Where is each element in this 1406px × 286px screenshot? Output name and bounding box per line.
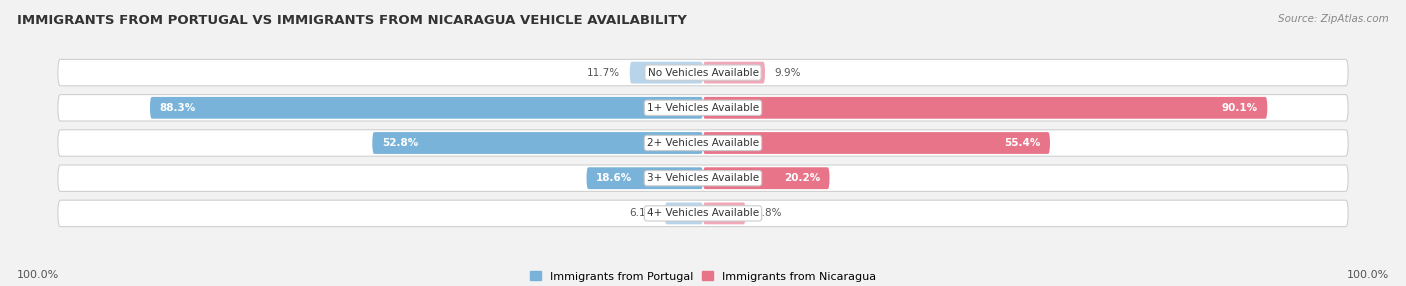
- FancyBboxPatch shape: [703, 202, 745, 224]
- Text: 6.1%: 6.1%: [628, 208, 655, 219]
- FancyBboxPatch shape: [58, 59, 1348, 86]
- Text: 4+ Vehicles Available: 4+ Vehicles Available: [647, 208, 759, 219]
- Text: 18.6%: 18.6%: [596, 173, 633, 183]
- Text: No Vehicles Available: No Vehicles Available: [648, 67, 758, 78]
- FancyBboxPatch shape: [586, 167, 703, 189]
- FancyBboxPatch shape: [703, 62, 765, 84]
- Text: 88.3%: 88.3%: [159, 103, 195, 113]
- FancyBboxPatch shape: [665, 202, 703, 224]
- Text: 11.7%: 11.7%: [588, 67, 620, 78]
- FancyBboxPatch shape: [373, 132, 703, 154]
- Text: 55.4%: 55.4%: [1004, 138, 1040, 148]
- Text: 2+ Vehicles Available: 2+ Vehicles Available: [647, 138, 759, 148]
- Text: 20.2%: 20.2%: [785, 173, 820, 183]
- Text: 100.0%: 100.0%: [1347, 270, 1389, 280]
- FancyBboxPatch shape: [58, 165, 1348, 191]
- Text: 100.0%: 100.0%: [17, 270, 59, 280]
- FancyBboxPatch shape: [150, 97, 703, 119]
- FancyBboxPatch shape: [58, 200, 1348, 227]
- FancyBboxPatch shape: [703, 167, 830, 189]
- FancyBboxPatch shape: [703, 97, 1267, 119]
- Text: Source: ZipAtlas.com: Source: ZipAtlas.com: [1278, 14, 1389, 24]
- Legend: Immigrants from Portugal, Immigrants from Nicaragua: Immigrants from Portugal, Immigrants fro…: [527, 269, 879, 284]
- FancyBboxPatch shape: [58, 95, 1348, 121]
- FancyBboxPatch shape: [630, 62, 703, 84]
- Text: 1+ Vehicles Available: 1+ Vehicles Available: [647, 103, 759, 113]
- FancyBboxPatch shape: [58, 130, 1348, 156]
- Text: 52.8%: 52.8%: [381, 138, 418, 148]
- Text: 6.8%: 6.8%: [755, 208, 782, 219]
- Text: IMMIGRANTS FROM PORTUGAL VS IMMIGRANTS FROM NICARAGUA VEHICLE AVAILABILITY: IMMIGRANTS FROM PORTUGAL VS IMMIGRANTS F…: [17, 14, 686, 27]
- Text: 90.1%: 90.1%: [1222, 103, 1258, 113]
- FancyBboxPatch shape: [703, 132, 1050, 154]
- Text: 3+ Vehicles Available: 3+ Vehicles Available: [647, 173, 759, 183]
- Text: 9.9%: 9.9%: [775, 67, 801, 78]
